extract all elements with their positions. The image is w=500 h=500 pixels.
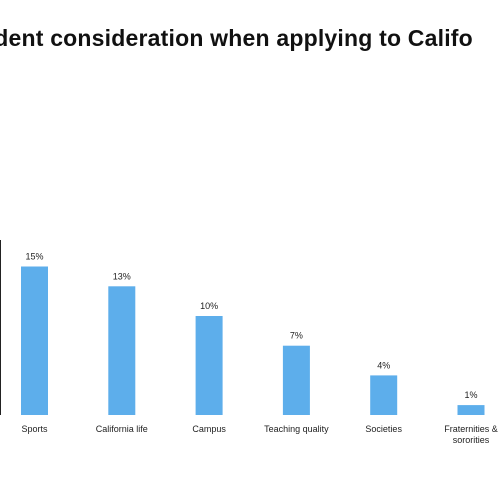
bar — [108, 286, 136, 415]
bar — [21, 266, 48, 415]
category-label: Fraternities & — [444, 424, 498, 434]
data-label: 13% — [113, 271, 131, 281]
bar — [195, 316, 223, 415]
category-label: Sports — [21, 424, 48, 434]
bar — [457, 405, 485, 415]
category-label: Campus — [192, 424, 226, 434]
data-label: 10% — [200, 301, 218, 311]
category-labels-group: Sports California life Campus Teaching qual… — [21, 424, 497, 445]
data-label: 4% — [377, 360, 390, 370]
category-label: Societies — [365, 424, 402, 434]
category-label: sororities — [453, 435, 490, 445]
value-labels-group: 15% 13% 10% 7% 4% 1% — [25, 252, 477, 401]
category-label: California life — [96, 424, 148, 434]
chart-title: udent consideration when applying to Cal… — [0, 25, 473, 51]
bar — [370, 375, 398, 415]
data-label: 15% — [25, 252, 43, 262]
bars-group — [21, 266, 485, 415]
data-label: 1% — [464, 390, 477, 400]
category-label: Teaching quality — [264, 424, 329, 434]
data-label: 7% — [290, 331, 303, 341]
bar — [282, 345, 310, 415]
